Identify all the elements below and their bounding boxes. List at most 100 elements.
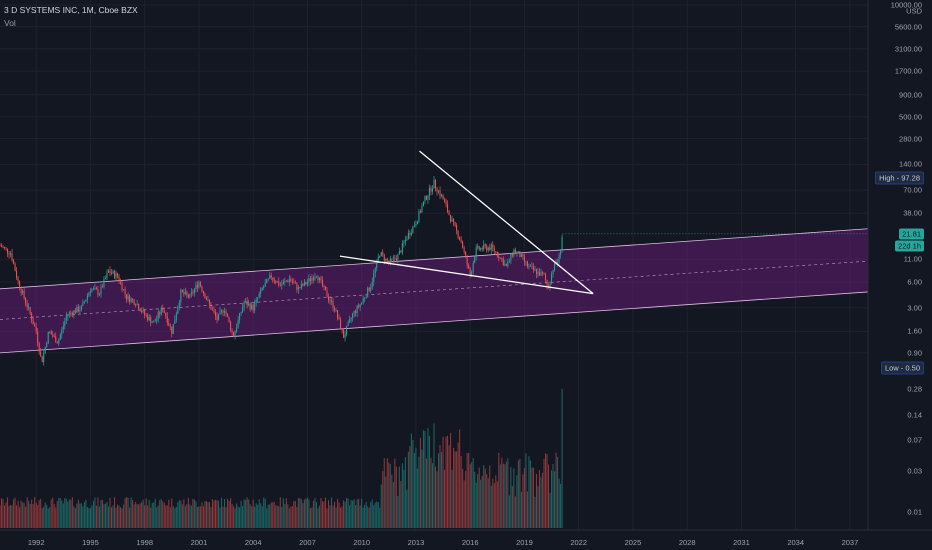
candle-body (178, 302, 180, 308)
volume-bar (233, 506, 235, 528)
volume-bar (282, 498, 284, 528)
time-tick-label: 2007 (299, 538, 316, 547)
volume-bar (135, 501, 137, 528)
candle-body (169, 325, 171, 327)
volume-bar (184, 506, 186, 528)
candle-body (403, 242, 405, 244)
volume-bar (264, 498, 266, 528)
volume-bar (483, 465, 485, 528)
time-tick-label: 2037 (841, 538, 859, 547)
volume-bar (425, 458, 427, 528)
candle-body (184, 291, 186, 295)
volume-bar (208, 501, 210, 528)
candle-body (478, 246, 480, 250)
volume-bar (199, 506, 201, 528)
candle-body (239, 313, 241, 321)
volume-bar (154, 499, 156, 528)
candle-body (492, 244, 494, 248)
volume-bar (510, 467, 512, 528)
volume-bar (270, 502, 272, 528)
volume-bar (362, 507, 364, 528)
candle-body (486, 245, 488, 251)
candle-body (64, 321, 66, 326)
candle-body (37, 331, 39, 343)
candle-body (543, 273, 545, 275)
volume-bar (519, 458, 521, 528)
candle-body (16, 270, 18, 278)
volume-bar (193, 499, 195, 528)
volume-bar (252, 500, 254, 528)
candle-body (74, 310, 76, 313)
volume-bar (516, 475, 518, 528)
candle-body (352, 313, 354, 319)
candle-body (79, 309, 81, 312)
volume-bar (367, 506, 369, 528)
volume-bar (300, 499, 302, 528)
volume-bar (495, 475, 497, 528)
volume-bar (165, 505, 167, 528)
candle-body (380, 252, 382, 256)
candle-body (95, 288, 97, 290)
candle-body (282, 281, 284, 285)
volume-bar (437, 453, 440, 528)
volume-bar (484, 468, 486, 528)
candle-body (22, 290, 24, 293)
volume-bar (123, 504, 125, 528)
candle-body (123, 289, 125, 291)
candle-body (439, 190, 441, 196)
time-tick-label: 2016 (461, 538, 479, 547)
volume-bar (424, 430, 426, 528)
candle-body (112, 271, 114, 274)
candle-body (526, 261, 528, 267)
candle-body (367, 287, 369, 297)
volume-bar (395, 466, 397, 528)
volume-bar (216, 500, 218, 528)
candle-body (364, 298, 366, 299)
volume-label[interactable]: Vol (4, 18, 16, 28)
candle-body (264, 283, 266, 287)
volume-bar (505, 461, 507, 528)
candle-body (196, 284, 198, 288)
candle-body (552, 270, 554, 275)
regression-channel (0, 228, 869, 354)
candle-body (124, 289, 126, 295)
volume-bar (204, 501, 206, 528)
volume-bar (392, 482, 394, 528)
candle-body (207, 299, 209, 301)
volume-bars (0, 389, 563, 528)
volume-bar (337, 498, 339, 528)
candle-body (148, 316, 150, 321)
volume-bar (139, 503, 141, 528)
time-tick-label: 2022 (570, 538, 587, 547)
volume-bar (557, 456, 559, 528)
candle-body (0, 245, 1, 247)
candle-body (52, 334, 54, 337)
candle-body (382, 252, 384, 255)
candle-body (394, 257, 396, 259)
volume-bar (174, 508, 176, 528)
candle-body (23, 290, 25, 299)
candle-body (53, 336, 55, 338)
volume-bar (32, 503, 34, 528)
volume-bar (147, 505, 149, 528)
candle-body (460, 239, 462, 242)
candle-body (338, 317, 340, 320)
volume-bar (343, 500, 345, 528)
candle-body (356, 305, 358, 313)
volume-bar (538, 470, 541, 528)
candle-body (181, 289, 183, 293)
volume-bar (334, 501, 336, 528)
candle-body (428, 187, 431, 196)
symbol-title[interactable]: 3 D SYSTEMS INC, 1M, Cboe BZX (4, 5, 138, 15)
time-tick-label: 2025 (624, 538, 642, 547)
candle-body (216, 316, 218, 321)
candle-body (471, 271, 473, 277)
candle-body (376, 260, 378, 269)
volume-bar (145, 498, 147, 528)
candle-body (70, 312, 72, 314)
volume-bar (332, 505, 334, 528)
volume-bar (228, 500, 230, 528)
volume-bar (82, 506, 84, 528)
candle-body (272, 277, 274, 280)
